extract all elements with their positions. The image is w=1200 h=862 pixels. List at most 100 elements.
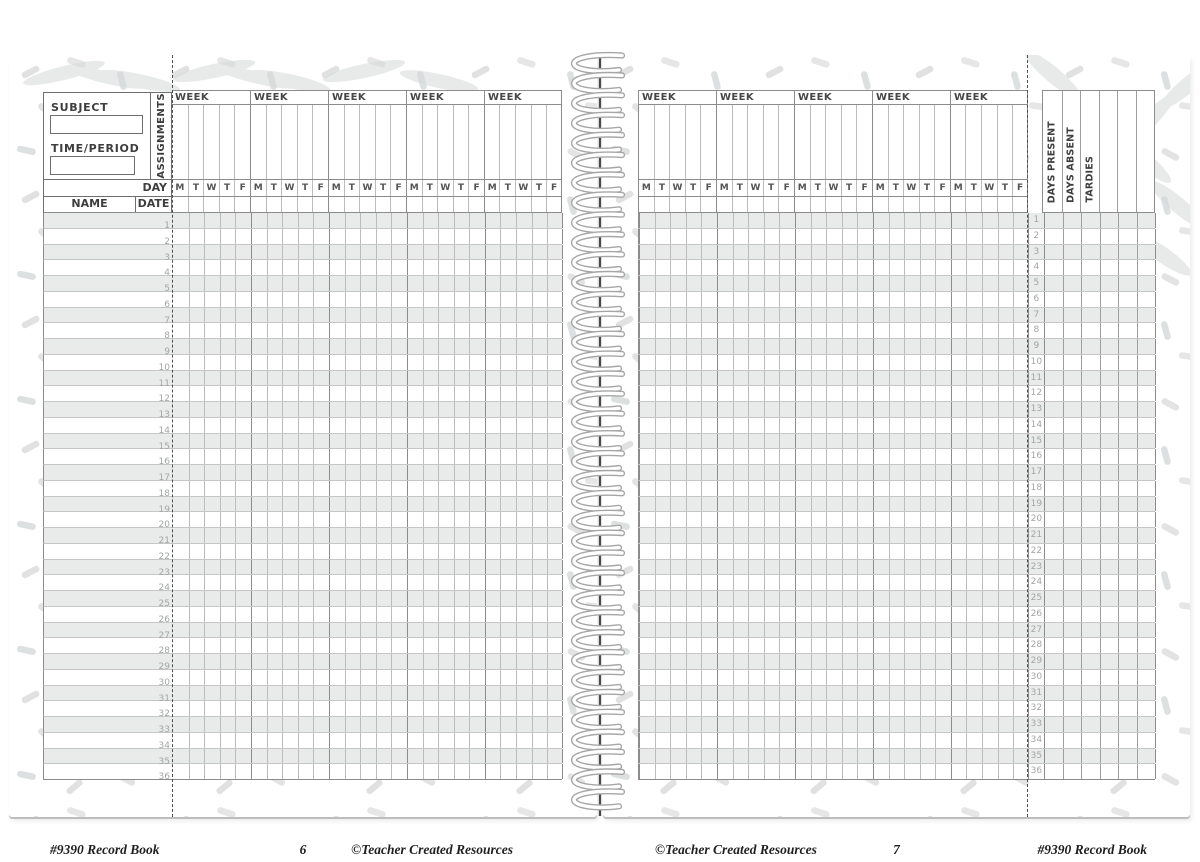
day-cell: [375, 339, 392, 354]
day-cell: [701, 512, 717, 527]
day-cell: [1013, 748, 1029, 764]
day-cell: [313, 764, 329, 779]
name-cell: [44, 260, 136, 275]
day-letter-cell: M: [793, 180, 810, 196]
day-cell: [235, 496, 251, 512]
day-cell: [779, 543, 795, 559]
day-cell: [857, 433, 873, 449]
day-cell: [531, 575, 548, 590]
day-cell: [1013, 228, 1029, 244]
day-cell: [406, 213, 423, 228]
day-cell: [438, 669, 454, 685]
day-cell: [857, 717, 873, 732]
day-cell: [531, 260, 548, 275]
day-letter-cell: T: [530, 180, 547, 196]
day-cell: [888, 528, 905, 543]
day-cell: [997, 575, 1014, 590]
day-cell: [716, 528, 733, 543]
day-cell: [328, 606, 345, 622]
day-letter-cell: W: [203, 180, 219, 196]
day-cell: [670, 575, 686, 590]
row-number: 8: [164, 331, 170, 342]
day-cell: [313, 622, 329, 638]
grid-row: 7: [638, 307, 1156, 324]
day-cell: [654, 244, 671, 260]
day-cell: [531, 339, 548, 354]
day-cell: [810, 260, 827, 275]
summary-empty-cell: [1137, 512, 1156, 527]
day-cell: [935, 244, 951, 260]
day-cell: [1013, 575, 1029, 590]
day-cell: [685, 732, 702, 748]
day-cell: [188, 307, 205, 323]
day-cell: [469, 354, 485, 370]
day-cell: [516, 370, 532, 386]
day-cell: [547, 417, 563, 433]
day-cell: [328, 244, 345, 260]
day-cell: [670, 465, 686, 480]
day-cell: [841, 276, 858, 291]
day-cell: [484, 685, 501, 701]
day-cell: [328, 276, 345, 291]
row-number-cell: 25: [1030, 593, 1043, 603]
day-cell: [250, 732, 267, 748]
day-cell: [982, 591, 998, 606]
grid-row: 4: [43, 260, 563, 278]
day-cell: [654, 559, 671, 575]
day-cell: [654, 228, 671, 244]
row-number-cell: 14: [1030, 419, 1043, 430]
day-cell: [841, 748, 858, 764]
day-cell: [857, 559, 873, 575]
day-cell: [453, 213, 470, 228]
day-cell: [779, 480, 795, 496]
day-cell: [375, 323, 392, 338]
assignment-column-cell: [996, 105, 1013, 179]
day-cell: [841, 638, 858, 653]
day-cell: [748, 559, 764, 575]
day-cell: [966, 685, 982, 701]
grid-row: 26: [43, 606, 563, 625]
day-cell: [250, 370, 267, 386]
day-cell: [982, 370, 998, 386]
day-cell: [872, 528, 889, 543]
day-cell: [406, 402, 423, 417]
day-cell: [453, 417, 470, 433]
day-cell: [950, 622, 967, 638]
day-cell: [841, 323, 858, 338]
day-cell: [453, 575, 470, 590]
days-absent-cell: [1062, 591, 1082, 606]
day-cell: [654, 669, 671, 685]
day-cell: [919, 370, 936, 386]
header-gap-cell: [715, 197, 732, 212]
day-cell: [235, 528, 251, 543]
day-cell: [794, 402, 811, 417]
day-cell: [360, 638, 376, 653]
day-cell: [826, 669, 842, 685]
header-gap-cell: [421, 197, 438, 212]
day-cell: [935, 748, 951, 764]
day-cell: [966, 465, 982, 480]
days-absent-cell: [1062, 748, 1082, 764]
assignment-column-cell: [1012, 105, 1028, 179]
day-cell: [685, 748, 702, 764]
day-cell: [547, 402, 563, 417]
day-cell: [235, 449, 251, 464]
day-cell: [732, 370, 749, 386]
grid-row: 9: [43, 339, 563, 357]
day-cell: [375, 354, 392, 370]
day-cell: [748, 307, 764, 323]
days-present-cell: [1043, 291, 1063, 307]
day-cell: [716, 307, 733, 323]
days-present-cell: [1043, 465, 1063, 480]
grid-row: 21: [638, 528, 1156, 544]
day-cell: [235, 638, 251, 653]
day-cell: [841, 465, 858, 480]
day-cell: [826, 685, 842, 701]
day-cell: [313, 638, 329, 653]
date-cell: 20: [136, 512, 173, 530]
day-cell: [266, 685, 283, 701]
row-number: 7: [164, 315, 170, 326]
day-cell: [438, 370, 454, 386]
day-cell: [235, 764, 251, 779]
days-absent-cell: [1062, 732, 1082, 748]
